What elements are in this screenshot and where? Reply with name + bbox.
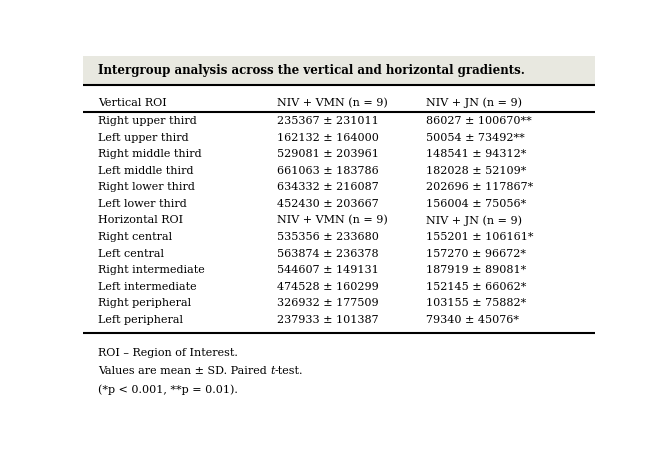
Text: 235367 ± 231011: 235367 ± 231011 <box>278 116 379 126</box>
Text: 148541 ± 94312*: 148541 ± 94312* <box>426 149 526 159</box>
Text: 50054 ± 73492**: 50054 ± 73492** <box>426 132 525 143</box>
Text: 661063 ± 183786: 661063 ± 183786 <box>278 166 379 176</box>
Text: -test.: -test. <box>275 366 303 376</box>
Text: 326932 ± 177509: 326932 ± 177509 <box>278 299 379 308</box>
Text: 103155 ± 75882*: 103155 ± 75882* <box>426 299 526 308</box>
Text: 474528 ± 160299: 474528 ± 160299 <box>278 282 379 292</box>
Text: 86027 ± 100670**: 86027 ± 100670** <box>426 116 531 126</box>
Text: Left peripheral: Left peripheral <box>98 315 183 325</box>
Text: NIV + VMN (n = 9): NIV + VMN (n = 9) <box>278 98 388 108</box>
Text: NIV + VMN (n = 9): NIV + VMN (n = 9) <box>278 215 388 226</box>
Text: 529081 ± 203961: 529081 ± 203961 <box>278 149 379 159</box>
Text: Left middle third: Left middle third <box>98 166 194 176</box>
Text: Left central: Left central <box>98 249 164 259</box>
Text: Horizontal ROI: Horizontal ROI <box>98 215 183 226</box>
Text: 202696 ± 117867*: 202696 ± 117867* <box>426 183 533 192</box>
Text: 563874 ± 236378: 563874 ± 236378 <box>278 249 379 259</box>
Text: 237933 ± 101387: 237933 ± 101387 <box>278 315 379 325</box>
Text: Right upper third: Right upper third <box>98 116 197 126</box>
Text: Intergroup analysis across the vertical and horizontal gradients.: Intergroup analysis across the vertical … <box>98 64 525 77</box>
Text: 634332 ± 216087: 634332 ± 216087 <box>278 183 379 192</box>
Text: Right lower third: Right lower third <box>98 183 195 192</box>
Text: 452430 ± 203667: 452430 ± 203667 <box>278 199 379 209</box>
Text: Right central: Right central <box>98 232 172 242</box>
Text: 535356 ± 233680: 535356 ± 233680 <box>278 232 379 242</box>
Text: 156004 ± 75056*: 156004 ± 75056* <box>426 199 526 209</box>
Text: NIV + JN (n = 9): NIV + JN (n = 9) <box>426 98 522 108</box>
Text: (*p < 0.001, **p = 0.01).: (*p < 0.001, **p = 0.01). <box>98 385 238 395</box>
Text: 152145 ± 66062*: 152145 ± 66062* <box>426 282 526 292</box>
Text: Right peripheral: Right peripheral <box>98 299 191 308</box>
Text: Right intermediate: Right intermediate <box>98 265 205 275</box>
Text: 155201 ± 106161*: 155201 ± 106161* <box>426 232 533 242</box>
Text: Left intermediate: Left intermediate <box>98 282 196 292</box>
Text: Values are mean ± SD. Paired: Values are mean ± SD. Paired <box>98 366 270 376</box>
Text: Right middle third: Right middle third <box>98 149 202 159</box>
Text: 79340 ± 45076*: 79340 ± 45076* <box>426 315 519 325</box>
Text: 187919 ± 89081*: 187919 ± 89081* <box>426 265 526 275</box>
Bar <box>83 56 595 85</box>
Text: Left upper third: Left upper third <box>98 132 188 143</box>
Text: ROI – Region of Interest.: ROI – Region of Interest. <box>98 348 238 358</box>
Text: t: t <box>270 366 275 376</box>
Text: 544607 ± 149131: 544607 ± 149131 <box>278 265 379 275</box>
Text: 182028 ± 52109*: 182028 ± 52109* <box>426 166 526 176</box>
Text: Left lower third: Left lower third <box>98 199 187 209</box>
Text: NIV + JN (n = 9): NIV + JN (n = 9) <box>426 215 522 226</box>
Text: 157270 ± 96672*: 157270 ± 96672* <box>426 249 526 259</box>
Text: t: t <box>270 366 275 376</box>
Text: Vertical ROI: Vertical ROI <box>98 98 167 108</box>
Text: 162132 ± 164000: 162132 ± 164000 <box>278 132 379 143</box>
